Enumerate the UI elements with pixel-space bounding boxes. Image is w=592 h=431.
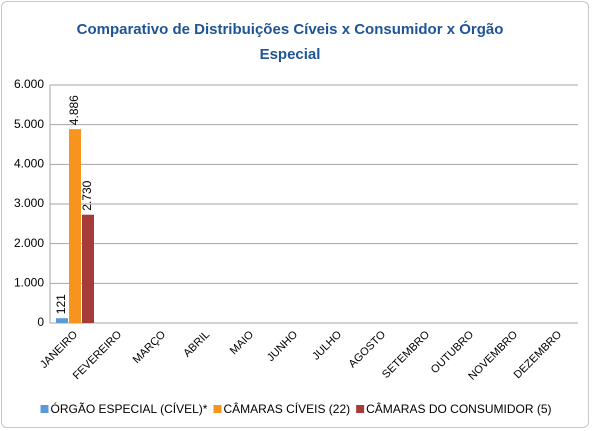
y-tick-label: 4.000 [14, 157, 44, 171]
bar [56, 318, 68, 323]
y-tick-label: 1.000 [14, 276, 44, 290]
x-tick-label: MAIO [228, 328, 257, 357]
legend-label: CÂMARAS DO CONSUMIDOR (5) [366, 401, 551, 416]
legend-swatch [40, 405, 49, 413]
x-tick-label: DEZEMBRO [512, 328, 565, 381]
legend-swatch [356, 405, 365, 413]
x-tick-label: JULHO [310, 328, 344, 362]
y-tick-label: 2.000 [14, 236, 44, 250]
x-tick-label: MARÇO [131, 328, 169, 366]
y-tick-label: 5.000 [14, 117, 44, 131]
x-tick-label: JANEIRO [38, 328, 81, 371]
x-tick-label: OUTUBRO [429, 328, 477, 376]
y-tick-label: 3.000 [14, 196, 44, 210]
bar [82, 214, 94, 323]
chart-title: Comparativo de Distribuições Cíveis x Co… [76, 21, 504, 63]
x-tick-label: AGOSTO [347, 328, 389, 370]
data-label: 4.886 [67, 95, 81, 125]
legend-label: ÓRGÃO ESPECIAL (CÍVEL)* [51, 401, 208, 416]
x-tick-label: SETEMBRO [380, 328, 432, 380]
legend-swatch [213, 405, 222, 413]
x-tick-label: ABRIL [181, 329, 212, 360]
data-label: 121 [54, 294, 68, 314]
x-tick-label: JUNHO [265, 328, 301, 364]
y-tick-label: 0 [37, 315, 44, 329]
data-label: 2.730 [80, 180, 94, 210]
bar [69, 129, 81, 323]
legend-label: CÂMARAS CÍVEIS (22) [223, 401, 350, 416]
y-tick-label: 6.000 [14, 77, 44, 91]
